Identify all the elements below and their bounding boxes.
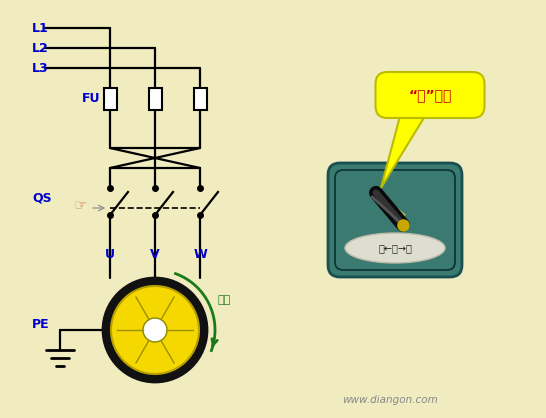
Circle shape: [103, 278, 207, 382]
Circle shape: [143, 318, 167, 342]
Text: W: W: [193, 248, 207, 261]
Text: 反转: 反转: [217, 295, 230, 305]
Ellipse shape: [345, 233, 445, 263]
Text: QS: QS: [32, 191, 52, 204]
Polygon shape: [381, 116, 425, 188]
Text: V: V: [150, 248, 160, 261]
Text: L1: L1: [32, 21, 49, 35]
Text: L3: L3: [32, 61, 49, 74]
Text: www.diangon.com: www.diangon.com: [342, 395, 438, 405]
Text: L2: L2: [32, 41, 49, 54]
FancyBboxPatch shape: [328, 163, 462, 277]
FancyBboxPatch shape: [193, 88, 206, 110]
Text: PE: PE: [32, 319, 50, 331]
Text: “倒”位置: “倒”位置: [408, 88, 452, 102]
Text: 顺←停→倒: 顺←停→倒: [378, 243, 412, 253]
FancyBboxPatch shape: [104, 88, 116, 110]
FancyBboxPatch shape: [149, 88, 162, 110]
Text: FU: FU: [82, 92, 100, 105]
Text: ☞: ☞: [73, 199, 87, 214]
FancyBboxPatch shape: [376, 72, 484, 118]
Text: U: U: [105, 248, 115, 261]
Circle shape: [111, 286, 199, 374]
